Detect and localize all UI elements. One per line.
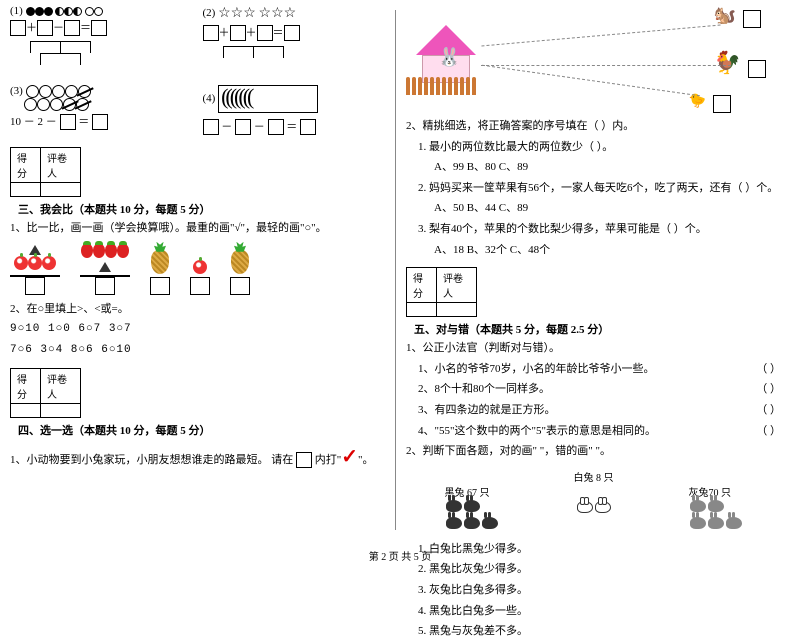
- q4-1: 1、小动物要到小兔家玩，小朋友想想谁走的路最短。 请在 内打"✓"。: [10, 441, 385, 473]
- q5-2-title: 2、判断下面各题，对的画" "，错的画" "。: [406, 443, 781, 461]
- rabbit-q2: 2. 黑兔比灰兔少得多。: [418, 561, 781, 579]
- p1-ladder: [30, 41, 90, 76]
- p1-label: (1): [10, 5, 23, 17]
- rabbit-q4: 4. 黑兔比白兔多一些。: [418, 603, 781, 621]
- fruit-grp-2: [80, 244, 130, 295]
- check-mark-icon: ✓: [341, 446, 358, 468]
- section-5-title: 五、对与错（本题共 5 分，每题 2.5 分）: [414, 321, 609, 337]
- q2-2: 2. 妈妈买来一筐苹果有56个，一家人每天吃6个，吃了两天，还有（ ）个。: [418, 180, 781, 198]
- page-footer: 第 2 页 共 5 页: [0, 548, 800, 563]
- score-label: 得分: [11, 148, 41, 183]
- answer-box[interactable]: [230, 277, 250, 295]
- q3-1-text: 1、比一比，画一画（学会换算哦）。最重的画"√"，最轻的画"○"。: [10, 220, 385, 238]
- rabbit-icon: 🐰: [438, 47, 460, 68]
- q5-1-1: 1、小名的爷爷70岁，小名的年龄比爷爷小一些。（ ）: [418, 361, 781, 379]
- p2-eq: ＋＋＝: [203, 25, 386, 43]
- score-label: 得分: [407, 268, 437, 303]
- q2-title: 2、精挑细选，将正确答案的序号填在（ ）内。: [406, 118, 781, 136]
- fruit-comparison: [10, 244, 385, 295]
- q2-3-opts: A、18 B、32个 C、48个: [434, 242, 781, 260]
- p2-label: (2): [203, 7, 216, 19]
- p3-label: (3): [10, 85, 23, 97]
- right-column: 🐰 🐿️ 🐓 🐤 2、精挑细选，将正确答案的序号填在（ ）内。 1. 最小的两位…: [396, 0, 791, 545]
- answer-box[interactable]: [743, 10, 761, 28]
- answer-box[interactable]: [95, 277, 115, 295]
- q2-3: 3. 梨有40个，苹果的个数比梨少得多，苹果可能是（ ）个。: [418, 221, 781, 239]
- grader-label: 评卷人: [41, 368, 81, 403]
- rabbit-q3: 3. 灰兔比白兔多得多。: [418, 582, 781, 600]
- fruit-grp-4: [190, 260, 210, 295]
- q5-1-title: 1、公正小法官（判断对与错）。: [406, 340, 781, 358]
- gray-rabbit-group: 灰兔70 只: [689, 484, 743, 533]
- q2-1-opts: A、99 B、80 C、89: [434, 159, 781, 177]
- rooster-icon: 🐓: [714, 50, 741, 76]
- score-grid-5: 得分评卷人: [406, 267, 477, 317]
- rabbit-illustration: 白兔 8 只 黑兔 67 只 灰兔70 只: [406, 469, 781, 533]
- problem-1: (1) ＋－＝: [10, 5, 193, 81]
- wave-pattern: [218, 85, 318, 113]
- score-grid-3: 得分评卷人: [10, 147, 81, 197]
- problem-4: (4) － － ＝: [203, 85, 386, 140]
- white-rabbit-group: [576, 500, 612, 517]
- fruit-grp-3: [150, 250, 170, 295]
- fruit-grp-5: [230, 250, 250, 295]
- q3-2-text: 2、在○里填上>、<或=。: [10, 301, 385, 319]
- stars: ☆☆☆ ☆☆☆: [218, 7, 296, 19]
- score-label: 得分: [11, 368, 41, 403]
- fence-icon: [406, 77, 478, 95]
- compare-row-2: 7○6 3○4 8○6 6○10: [10, 342, 385, 360]
- grader-label: 评卷人: [437, 268, 477, 303]
- house-scene: 🐰 🐿️ 🐓 🐤: [406, 5, 766, 115]
- answer-box[interactable]: [748, 60, 766, 78]
- check-box[interactable]: [296, 452, 312, 468]
- faces-2: [24, 98, 89, 110]
- q2-2-opts: A、50 B、44 C、89: [434, 200, 781, 218]
- fruit-grp-1: [10, 244, 60, 295]
- problems-3-4: (3) 10 － 2 － ＝ (4) － － ＝: [10, 85, 385, 140]
- left-column: (1) ＋－＝: [0, 0, 395, 545]
- dots-group: [26, 5, 104, 17]
- p3-eq: 10 － 2 － ＝: [10, 114, 193, 132]
- section-3-title: 三、我会比（本题共 10 分，每题 5 分）: [18, 201, 211, 217]
- q5-1-2: 2、8个十和80个一同样多。（ ）: [418, 381, 781, 399]
- problems-1-2: (1) ＋－＝: [10, 5, 385, 81]
- rabbit-q5: 5. 黑兔与灰兔差不多。: [418, 623, 781, 641]
- compare-row-1: 9○10 1○0 6○7 3○7: [10, 321, 385, 339]
- white-rabbit-label: 白兔 8 只: [406, 469, 781, 484]
- worksheet-page: (1) ＋－＝: [0, 0, 800, 545]
- answer-box[interactable]: [25, 277, 45, 295]
- squirrel-icon: 🐿️: [714, 5, 736, 26]
- p4-eq: － － ＝: [203, 119, 386, 137]
- answer-box[interactable]: [713, 95, 731, 113]
- q5-1-3: 3、有四条边的就是正方形。（ ）: [418, 402, 781, 420]
- p2-ladder: [223, 46, 283, 81]
- answer-box[interactable]: [190, 277, 210, 295]
- black-rabbit-group: 黑兔 67 只: [445, 484, 499, 533]
- problem-3: (3) 10 － 2 － ＝: [10, 85, 193, 140]
- grader-label: 评卷人: [41, 148, 81, 183]
- answer-box[interactable]: [150, 277, 170, 295]
- score-grid-4: 得分评卷人: [10, 368, 81, 418]
- q5-1-4: 4、"55"这个数中的两个"5"表示的意思是相同的。（ ）: [418, 423, 781, 441]
- problem-2: (2) ☆☆☆ ☆☆☆ ＋＋＝: [203, 5, 386, 81]
- section-4-title: 四、选一选（本题共 10 分，每题 5 分）: [18, 422, 211, 438]
- q2-1: 1. 最小的两位数比最大的两位数少（ ）。: [418, 139, 781, 157]
- faces: [26, 85, 91, 97]
- p4-label: (4): [203, 92, 216, 104]
- path-line: [481, 65, 731, 66]
- p1-eq: ＋－＝: [10, 20, 193, 38]
